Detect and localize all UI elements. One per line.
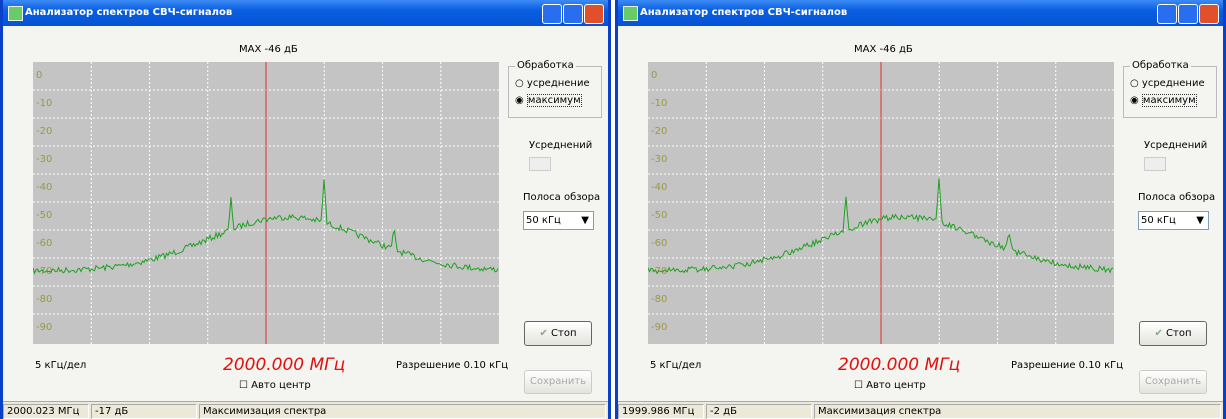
band-value: 50 кГц	[526, 215, 561, 226]
processing-group	[1123, 66, 1217, 118]
status-panel: Максимизация спектра	[199, 404, 606, 419]
title-bar: Анализатор спектров СВЧ-сигналов	[618, 0, 1223, 26]
y-label: -80	[651, 294, 667, 305]
y-label: -50	[36, 210, 52, 221]
y-label: -90	[651, 322, 667, 333]
stop-button[interactable]: ✔ Стоп	[524, 321, 592, 346]
band-label: Полоса обзора	[523, 192, 601, 203]
window-title: Анализатор спектров СВЧ-сигналов	[640, 7, 848, 18]
radio[interactable]: ◉ максимум	[515, 94, 582, 107]
y-label: -80	[36, 294, 52, 305]
save-label: Сохранить	[1144, 376, 1202, 387]
scale-label: 5 кГц/дел	[650, 360, 702, 371]
minimize-button[interactable]	[542, 4, 562, 24]
y-label: -70	[36, 266, 52, 277]
y-label: -40	[651, 182, 667, 193]
radio[interactable]: ○ усреднение	[515, 78, 590, 89]
checkbox[interactable]: ☐ Авто центр	[239, 380, 311, 391]
window: Анализатор спектров СВЧ-сигналов MAX -46…	[615, 0, 1226, 419]
stop-label: Стоп	[1166, 328, 1192, 339]
maximize-button[interactable]	[1178, 4, 1198, 24]
processing-group	[508, 66, 602, 118]
radio[interactable]: ◉ максимум	[1130, 94, 1197, 107]
band-value: 50 кГц	[1141, 215, 1176, 226]
app-icon	[8, 6, 23, 21]
scale-label: 5 кГц/дел	[35, 360, 87, 371]
spectrum-trace	[648, 178, 1114, 275]
y-label: 0	[651, 70, 657, 81]
radio-label: усреднение	[526, 78, 590, 89]
radio-label: максимум	[526, 94, 582, 107]
y-label: -20	[36, 126, 52, 137]
frequency: 2000.000 МГц	[223, 355, 346, 375]
save-button[interactable]: Сохранить	[1139, 370, 1207, 394]
status-bar: 2000.023 МГц -17 дБ Максимизация спектра	[3, 401, 608, 419]
band-label: Полоса обзора	[1138, 192, 1216, 203]
save-button[interactable]: Сохранить	[524, 370, 592, 394]
y-label: -90	[36, 322, 52, 333]
group-title: Обработка	[1130, 60, 1191, 71]
window-title: Анализатор спектров СВЧ-сигналов	[25, 7, 233, 18]
frequency: 2000.000 МГц	[838, 355, 961, 375]
y-label: -40	[36, 182, 52, 193]
minimize-button[interactable]	[1157, 4, 1177, 24]
maximize-button[interactable]	[563, 4, 583, 24]
y-label: -20	[651, 126, 667, 137]
resolution-label: Разрешение 0.10 кГц	[1011, 360, 1124, 371]
y-label: -10	[651, 98, 667, 109]
spectrum-plot: 0-10-20-30-40-50-60-70-80-90	[648, 62, 1114, 344]
status-panel: -17 дБ	[91, 404, 197, 419]
y-label: -60	[36, 238, 52, 249]
y-label: -50	[651, 210, 667, 221]
spinner[interactable]	[529, 157, 551, 171]
stop-label: Стоп	[551, 328, 577, 339]
averages-label: Усреднений	[1144, 140, 1208, 151]
status-bar: 1999.986 МГц -2 дБ Максимизация спектра	[618, 401, 1223, 419]
max-label: MAX -46 дБ	[239, 44, 298, 55]
y-label: 0	[36, 70, 42, 81]
status-panel: Максимизация спектра	[814, 404, 1221, 419]
close-button[interactable]	[584, 4, 604, 24]
title-bar: Анализатор спектров СВЧ-сигналов	[3, 0, 608, 26]
spectrum-plot: 0 -10 -20 -30 -40 -50 -60 -70 -80 -90	[33, 62, 499, 344]
radio[interactable]: ○ усреднение	[1130, 78, 1205, 89]
save-label: Сохранить	[529, 376, 587, 387]
checkbox-label: Авто центр	[251, 380, 311, 391]
y-label: -30	[36, 154, 52, 165]
status-panel: 1999.986 МГц	[618, 404, 704, 419]
radio-label: усреднение	[1141, 78, 1205, 89]
spectrum-trace	[33, 179, 499, 275]
close-button[interactable]	[1199, 4, 1219, 24]
group-title: Обработка	[515, 60, 576, 71]
band-combo[interactable]: 50 кГц ▼	[523, 211, 594, 230]
checkbox-label: Авто центр	[866, 380, 926, 391]
averages-label: Усреднений	[529, 140, 593, 151]
status-panel: -2 дБ	[706, 404, 812, 419]
window: Анализатор спектров СВЧ-сигналов MAX -46…	[0, 0, 611, 419]
radio-label: максимум	[1141, 94, 1197, 107]
status-panel: 2000.023 МГц	[3, 404, 89, 419]
spinner[interactable]	[1144, 157, 1166, 171]
y-label: -60	[651, 238, 667, 249]
stop-button[interactable]: ✔ Стоп	[1139, 321, 1207, 346]
y-label: -10	[36, 98, 52, 109]
app-icon	[623, 6, 638, 21]
resolution-label: Разрешение 0.10 кГц	[396, 360, 509, 371]
checkbox[interactable]: ☐ Авто центр	[854, 380, 926, 391]
y-label: -30	[651, 154, 667, 165]
max-label: MAX -46 дБ	[854, 44, 913, 55]
band-combo[interactable]: 50 кГц ▼	[1138, 211, 1209, 230]
